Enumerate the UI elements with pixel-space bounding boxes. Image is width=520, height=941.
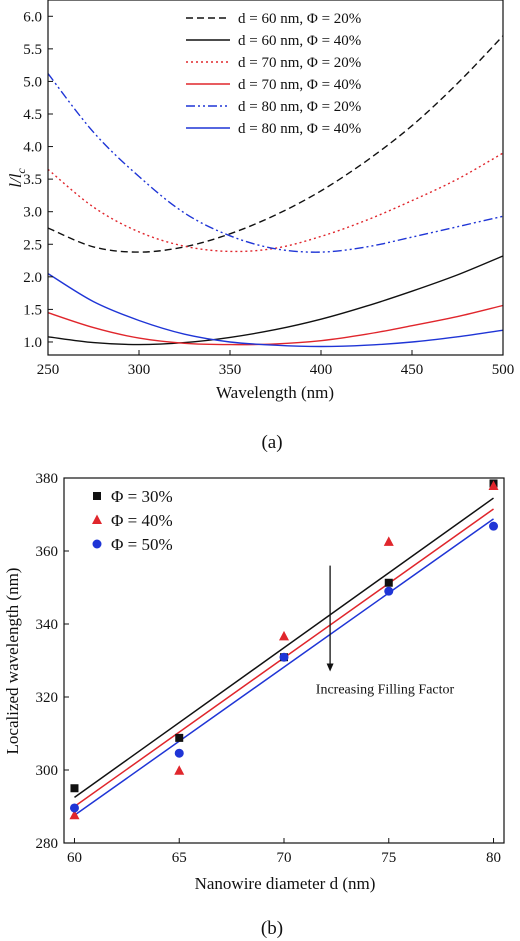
panel-a-x-tick-label: 500: [492, 362, 515, 378]
panel-b-legend: Φ = 30% Φ = 40% Φ = 50%: [92, 487, 173, 554]
panel-a-legend-label: d = 70 nm, Φ = 40%: [238, 77, 361, 93]
panel-a-y-axis-label: l/lc: [6, 168, 28, 188]
panel-b-y-tick-label: 340: [36, 617, 59, 633]
panel-a-y-tick-label: 2.0: [23, 270, 42, 286]
panel-b-x-tick-label: 80: [486, 850, 501, 866]
panel-b-point: [384, 578, 393, 587]
panel-a-line-chart: 250 300 350 400 450 500 1.0 1.5 2.0 2.5 3.0 3.5 4.0…: [6, 0, 514, 453]
panel-b-point: [279, 652, 289, 662]
panel-a-x-tick-label: 300: [128, 362, 151, 378]
panel-b-point: [70, 784, 79, 793]
panel-a-x-axis-label: Wavelength (nm): [216, 383, 334, 402]
panel-b-y-ticks: 280 300 320 340 360 380: [36, 471, 69, 852]
panel-a-series-line-1: [47, 35, 504, 253]
panel-b-fit-line-3: [74, 518, 494, 816]
panel-b-caption: (b): [261, 918, 283, 939]
panel-b-x-tick-label: 65: [172, 850, 187, 866]
panel-a-legend-label: d = 70 nm, Φ = 20%: [238, 55, 361, 71]
panel-a-series-line-5: [47, 73, 504, 253]
panel-a-x-ticks: 250 300 350 400 450 500: [37, 350, 515, 378]
panel-a-legend-label: d = 60 nm, Φ = 40%: [238, 33, 361, 49]
panel-a-series-line-4: [47, 304, 504, 346]
panel-b-y-tick-label: 380: [36, 471, 59, 487]
panel-b-point: [489, 521, 499, 531]
panel-b-legend-marker: [92, 514, 102, 524]
panel-a-x-tick-label: 450: [401, 362, 424, 378]
panel-b-x-tick-label: 75: [381, 850, 396, 866]
panel-a-legend-label: d = 80 nm, Φ = 40%: [238, 121, 361, 137]
panel-a-y-tick-label: 5.0: [23, 74, 42, 90]
panel-a-caption: (a): [261, 432, 282, 453]
panel-b-legend-label: Φ = 40%: [111, 511, 173, 530]
panel-b-legend-label: Φ = 50%: [111, 535, 173, 554]
panel-a-y-label-main: l/l: [6, 173, 25, 187]
panel-b-point: [488, 480, 499, 491]
panel-a-legend: d = 60 nm, Φ = 20% d = 60 nm, Φ = 40% d = …: [186, 11, 361, 137]
panel-a-legend-label: d = 60 nm, Φ = 20%: [238, 11, 361, 27]
panel-b-x-tick-label: 60: [67, 850, 82, 866]
panel-a-y-tick-label: 6.0: [23, 9, 42, 25]
panel-a-y-label-sub: c: [14, 168, 28, 174]
panel-b-point: [174, 748, 184, 758]
panel-b-y-tick-label: 280: [36, 836, 59, 852]
panel-b-point: [175, 733, 184, 742]
panel-a-series-line-2: [47, 255, 504, 346]
panel-b-series-group: [69, 479, 499, 820]
panel-b-x-ticks: 60 65 70 75 80: [67, 838, 501, 866]
panel-b-legend-label: Φ = 30%: [111, 487, 173, 506]
panel-b-legend-marker: [92, 539, 102, 549]
panel-b-legend-marker: [93, 492, 101, 500]
panel-b-scatter-chart: 60 65 70 75 80 280 300 320 340 360 380 Nanowire d…: [3, 471, 505, 939]
panel-a-series-line-3: [47, 152, 504, 253]
panel-a-y-ticks: 1.0 1.5 2.0 2.5 3.0 3.5 4.0 4.5 5.0 5.5 6.0: [23, 9, 53, 351]
panel-a-x-tick-label: 400: [310, 362, 333, 378]
panel-b-point: [383, 536, 394, 546]
panel-b-x-tick-label: 70: [277, 850, 292, 866]
panel-a-y-tick-label: 4.0: [23, 140, 42, 156]
panel-b-point: [384, 586, 394, 596]
panel-a-legend-label: d = 80 nm, Φ = 20%: [238, 99, 361, 115]
panel-a-y-tick-label: 3.5: [23, 172, 42, 188]
panel-a-y-tick-label: 1.0: [23, 335, 42, 351]
panel-b-point: [174, 765, 185, 775]
panel-b-y-tick-label: 320: [36, 690, 59, 706]
panel-a-y-tick-label: 3.0: [23, 205, 42, 221]
panel-b-annotation-arrow-head: [326, 663, 334, 672]
panel-b-annotation: Increasing Filling Factor: [316, 565, 455, 697]
panel-b-y-tick-label: 360: [36, 544, 59, 560]
panel-a-series-group: [47, 35, 504, 348]
panel-b-point: [279, 630, 289, 641]
panel-a-y-tick-label: 4.5: [23, 107, 42, 123]
panel-a-plot-frame: [47, 0, 504, 356]
panel-b-x-axis-label: Nanowire diameter d (nm): [195, 874, 376, 893]
panel-b-fit-line-1: [74, 497, 494, 798]
panel-b-point: [69, 803, 79, 813]
panel-b-point: [69, 809, 80, 820]
panel-a-series-line-6: [47, 273, 504, 348]
panel-b-y-tick-label: 300: [36, 763, 59, 779]
panel-b-y-axis-label: Localized wavelength (nm): [3, 568, 22, 755]
panel-a-y-tick-label: 2.5: [23, 237, 42, 253]
panel-a-x-tick-label: 350: [219, 362, 242, 378]
panel-b-annotation-text: Increasing Filling Factor: [316, 682, 455, 697]
panel-a-y-tick-label: 5.5: [23, 42, 42, 58]
panel-a-x-tick-label: 250: [37, 362, 60, 378]
panel-a-y-tick-label: 1.5: [23, 302, 42, 318]
